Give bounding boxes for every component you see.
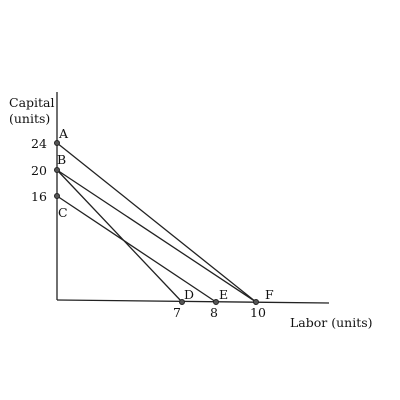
x-axis-label: Labor (units) — [290, 315, 373, 330]
y-axis-label-line1: Capital — [9, 95, 55, 110]
line-c-e — [56, 195, 217, 303]
x-axis — [56, 299, 330, 304]
line-b-f — [56, 169, 257, 303]
point-b — [54, 167, 60, 173]
x-tick-10: 10 — [250, 305, 266, 320]
point-label-a: A — [58, 126, 69, 141]
x-tick-7: 7 — [173, 305, 181, 320]
point-f — [253, 299, 259, 305]
y-tick-16: 16 — [31, 189, 47, 204]
y-axis-label-line2: (units) — [9, 111, 50, 126]
y-tick-20: 20 — [31, 163, 47, 178]
point-d — [179, 299, 185, 305]
x-tick-8: 8 — [210, 305, 218, 320]
point-label-d: D — [184, 287, 194, 302]
point-a — [54, 140, 60, 146]
point-label-b: B — [57, 152, 66, 167]
point-c — [54, 193, 60, 199]
point-e — [213, 299, 219, 305]
point-label-c: C — [58, 205, 68, 220]
line-a-f — [56, 142, 257, 303]
point-label-e: E — [219, 287, 228, 302]
line-b-d — [56, 169, 183, 303]
point-label-f: F — [265, 287, 274, 302]
y-tick-24: 24 — [31, 136, 47, 151]
